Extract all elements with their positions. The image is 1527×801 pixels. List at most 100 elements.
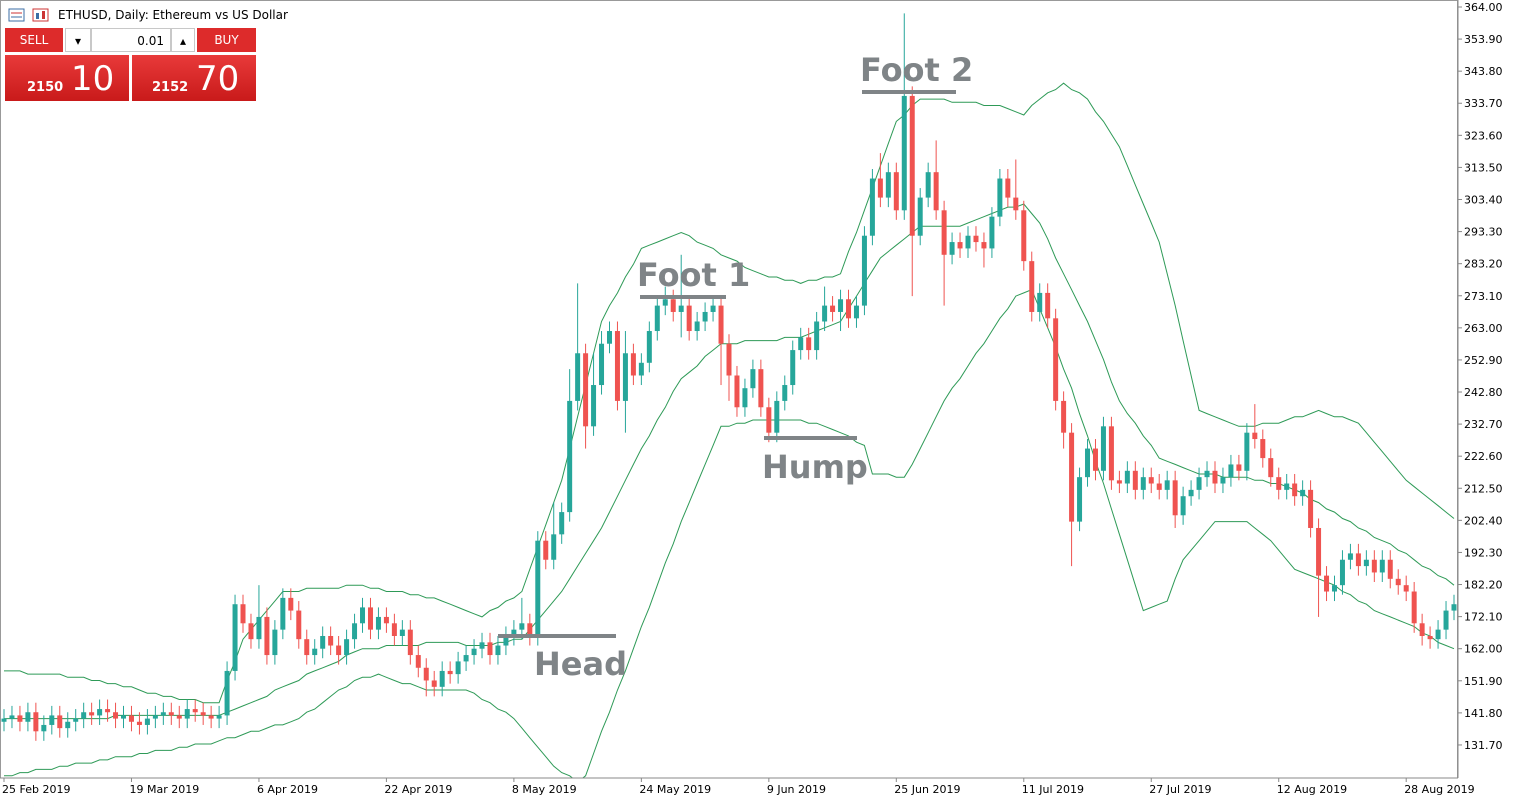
candle-body: [1236, 464, 1242, 471]
candle-body: [1403, 585, 1409, 592]
candle-body: [1164, 480, 1170, 490]
candle-body: [312, 648, 318, 656]
y-tick-label: 364.00: [1464, 1, 1503, 14]
candle-body: [734, 375, 740, 408]
candle-body: [17, 715, 23, 722]
candle-body: [33, 712, 39, 732]
candle-body: [1100, 426, 1106, 471]
y-tick-label: 151.90: [1464, 675, 1503, 688]
volume-input[interactable]: 0.01: [91, 28, 171, 52]
candle-body: [1188, 489, 1194, 497]
candle-body: [479, 642, 485, 649]
candle-body: [1339, 559, 1345, 586]
candle-body: [1371, 559, 1377, 573]
candle-body: [224, 670, 230, 716]
candle-body: [1021, 210, 1027, 262]
candle-body: [869, 178, 875, 236]
candle-body: [1331, 585, 1337, 592]
y-tick-label: 162.00: [1464, 643, 1503, 656]
y-tick-label: 293.30: [1464, 226, 1503, 239]
candle-body: [989, 216, 995, 249]
trade-panel: SELL ▾ 0.01 ▴ BUY 2150 10 2152 70: [5, 28, 256, 102]
candle-body: [399, 629, 405, 636]
candle-body: [1379, 559, 1385, 573]
y-tick-label: 252.90: [1464, 354, 1503, 367]
candle-body: [503, 635, 509, 646]
candle-body: [383, 616, 389, 624]
candle-body: [25, 712, 31, 722]
y-tick-label: 263.00: [1464, 322, 1503, 335]
sell-price[interactable]: 2150 10: [5, 55, 129, 101]
candle-body: [367, 607, 373, 630]
candle-body: [1092, 448, 1098, 471]
candle-body: [662, 299, 668, 306]
candle-body: [240, 604, 246, 624]
candle-body: [1148, 477, 1154, 484]
x-tick-label: 27 Jul 2019: [1149, 783, 1211, 796]
candle-body: [256, 616, 262, 640]
candle-body: [638, 362, 644, 376]
candle-body: [630, 353, 636, 376]
candle-body: [471, 648, 477, 656]
candle-body: [439, 670, 445, 687]
y-tick-label: 131.70: [1464, 739, 1503, 752]
candle-body: [830, 305, 836, 312]
header-icons: [8, 8, 49, 22]
candle-body: [622, 353, 628, 401]
candle-body: [328, 635, 334, 646]
buy-button[interactable]: BUY: [197, 28, 256, 52]
candle-body: [415, 655, 421, 668]
buy-price-big: 2152: [152, 80, 189, 95]
candle-body: [280, 597, 286, 630]
candle-body: [264, 616, 270, 656]
candle-body: [909, 95, 915, 236]
candle-body: [336, 645, 342, 656]
sell-button[interactable]: SELL: [5, 28, 63, 52]
volume-down[interactable]: ▾: [65, 28, 91, 52]
sell-price-small: 10: [71, 59, 115, 99]
candle-body: [726, 343, 732, 376]
candle-body: [1037, 292, 1043, 312]
candle-body: [136, 721, 142, 725]
candle-body: [861, 235, 867, 306]
candle-body: [89, 712, 95, 716]
candle-body: [575, 353, 581, 401]
candle-body: [535, 540, 541, 636]
annotation-label: Hump: [762, 448, 868, 486]
candle-body: [144, 718, 150, 725]
candle-body: [694, 321, 700, 332]
candle-body: [423, 667, 429, 681]
candle-body: [1085, 448, 1091, 478]
candle-body: [1029, 261, 1035, 312]
candle-body: [750, 369, 756, 389]
candle-body: [1427, 635, 1433, 640]
candle-body: [9, 715, 15, 719]
candle-body: [1443, 610, 1449, 630]
candle-body: [774, 400, 780, 433]
candle-body: [248, 623, 254, 640]
candle-body: [407, 629, 413, 656]
candle-body: [296, 610, 302, 640]
volume-up[interactable]: ▴: [171, 28, 195, 52]
candle-body: [1069, 432, 1075, 522]
candle-body: [97, 709, 103, 716]
candle-body: [192, 709, 198, 713]
x-tick-label: 22 Apr 2019: [384, 783, 452, 796]
candle-body: [1196, 477, 1202, 490]
candle-body: [559, 512, 565, 535]
candle-body: [527, 623, 533, 636]
annotation-label: Foot 1: [637, 256, 750, 294]
candle-body: [1244, 432, 1250, 471]
candle-body: [1395, 578, 1401, 586]
plot-area: [1, 13, 1457, 778]
y-tick-label: 353.90: [1464, 33, 1503, 46]
candle-body: [1308, 489, 1314, 528]
candle-body: [216, 715, 222, 719]
candle-body: [128, 715, 134, 722]
candle-body: [105, 709, 111, 713]
candle-body: [957, 242, 963, 249]
y-tick-label: 313.50: [1464, 161, 1503, 174]
x-tick-label: 19 Mar 2019: [129, 783, 199, 796]
candle-body: [200, 712, 206, 716]
buy-price[interactable]: 2152 70: [132, 55, 256, 101]
